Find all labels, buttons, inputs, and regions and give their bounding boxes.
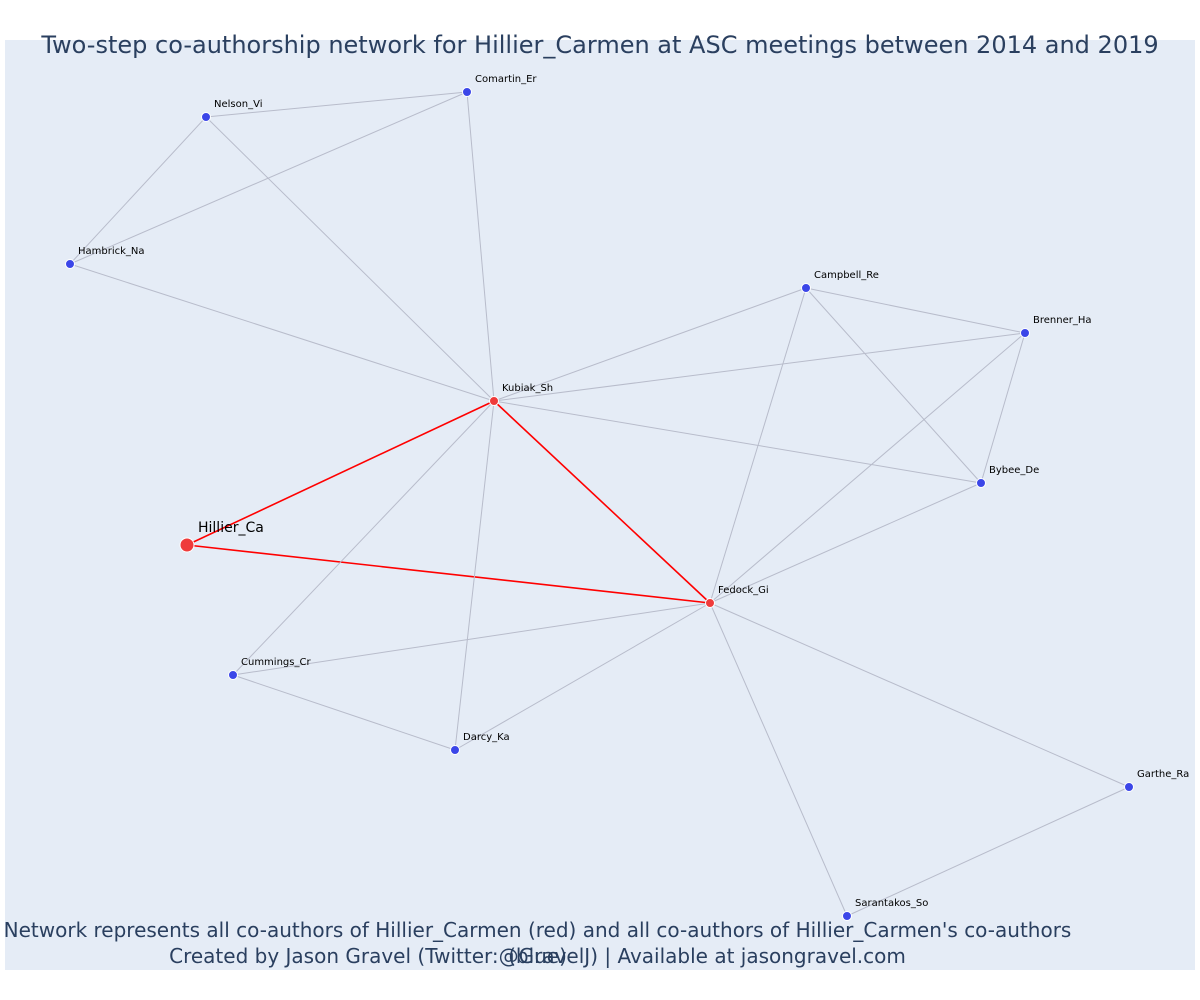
edge-Campbell_Re-Brenner_Ha xyxy=(805,287,1026,334)
caption-line-1: Network represents all co-authors of Hil… xyxy=(3,918,1072,968)
node-label-Hillier_Ca: Hillier_Ca xyxy=(198,520,264,536)
edge-Kubiak_Sh-Fedock_Gi xyxy=(493,400,711,604)
plot-background xyxy=(5,40,1195,970)
edge-Nelson_Vi-Comartin_Er xyxy=(205,91,468,118)
node-Hillier_Ca[interactable] xyxy=(179,537,195,553)
node-Comartin_Er[interactable] xyxy=(462,87,472,97)
edge-Campbell_Re-Bybee_De xyxy=(805,287,982,484)
node-Sarantakos_So[interactable] xyxy=(842,911,852,921)
edge-Kubiak_Sh-Campbell_Re xyxy=(493,287,807,402)
edge-Fedock_Gi-Cummings_Cr xyxy=(232,602,711,676)
node-Hambrick_Na[interactable] xyxy=(65,259,75,269)
edge-Garthe_Ra-Sarantakos_So xyxy=(846,786,1130,917)
node-label-Bybee_De: Bybee_De xyxy=(989,465,1039,476)
node-label-Fedock_Gi: Fedock_Gi xyxy=(718,585,769,596)
edge-Hillier_Ca-Fedock_Gi xyxy=(186,544,711,604)
edge-Kubiak_Sh-Cummings_Cr xyxy=(232,400,495,676)
node-label-Hambrick_Na: Hambrick_Na xyxy=(78,246,145,257)
edge-Kubiak_Sh-Bybee_De xyxy=(493,400,982,484)
node-label-Comartin_Er: Comartin_Er xyxy=(475,74,537,85)
node-Kubiak_Sh[interactable] xyxy=(489,396,499,406)
node-Bybee_De[interactable] xyxy=(976,478,986,488)
node-Garthe_Ra[interactable] xyxy=(1124,782,1134,792)
node-label-Cummings_Cr: Cummings_Cr xyxy=(241,657,311,668)
node-label-Campbell_Re: Campbell_Re xyxy=(814,270,879,281)
edge-Comartin_Er-Hambrick_Na xyxy=(69,91,468,265)
edge-Fedock_Gi-Darcy_Ka xyxy=(454,602,711,751)
labels-layer: Hillier_Ca Kubiak_Sh Fedock_Gi Nelson_Vi Com… xyxy=(78,74,1189,909)
node-Nelson_Vi[interactable] xyxy=(201,112,211,122)
node-label-Nelson_Vi: Nelson_Vi xyxy=(214,99,262,110)
node-label-Brenner_Ha: Brenner_Ha xyxy=(1033,315,1092,326)
node-label-Garthe_Ra: Garthe_Ra xyxy=(1137,769,1189,780)
edge-Fedock_Gi-Sarantakos_So xyxy=(709,602,848,917)
node-Campbell_Re[interactable] xyxy=(801,283,811,293)
edge-Nelson_Vi-Kubiak_Sh xyxy=(205,116,495,402)
node-label-Darcy_Ka: Darcy_Ka xyxy=(463,732,510,743)
edge-Hillier_Ca-Kubiak_Sh xyxy=(186,400,495,546)
node-Darcy_Ka[interactable] xyxy=(450,745,460,755)
edge-Kubiak_Sh-Brenner_Ha xyxy=(493,332,1026,402)
nodes-layer xyxy=(65,87,1134,921)
edge-Bybee_De-Fedock_Gi xyxy=(709,482,982,604)
caption-line-2: Created by Jason Gravel (Twitter:@Gravel… xyxy=(169,944,906,968)
edge-Kubiak_Sh-Darcy_Ka xyxy=(454,400,495,751)
edge-Campbell_Re-Fedock_Gi xyxy=(709,287,807,604)
edges-layer xyxy=(69,91,1130,917)
edge-Comartin_Er-Kubiak_Sh xyxy=(466,91,495,402)
edge-Brenner_Ha-Fedock_Gi xyxy=(709,332,1026,604)
edge-Brenner_Ha-Bybee_De xyxy=(980,332,1026,484)
node-Cummings_Cr[interactable] xyxy=(228,670,238,680)
node-label-Kubiak_Sh: Kubiak_Sh xyxy=(502,383,553,394)
chart-title: Two-step co-authorship network for Hilli… xyxy=(41,31,1159,59)
edge-Fedock_Gi-Garthe_Ra xyxy=(709,602,1130,788)
node-Brenner_Ha[interactable] xyxy=(1020,328,1030,338)
edge-Nelson_Vi-Hambrick_Na xyxy=(69,116,207,265)
edge-Cummings_Cr-Darcy_Ka xyxy=(232,674,456,751)
node-Fedock_Gi[interactable] xyxy=(705,598,715,608)
node-label-Sarantakos_So: Sarantakos_So xyxy=(855,898,928,909)
edge-Hambrick_Na-Kubiak_Sh xyxy=(69,263,495,402)
